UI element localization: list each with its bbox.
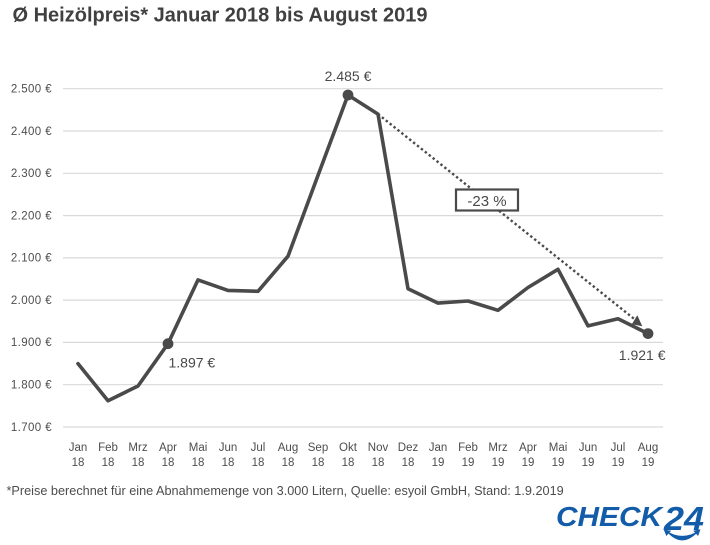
svg-text:2.300 €: 2.300 € [11, 168, 52, 180]
svg-text:19: 19 [492, 457, 505, 469]
svg-text:Apr: Apr [519, 442, 537, 454]
svg-text:Jun: Jun [579, 442, 598, 454]
svg-text:18: 18 [222, 457, 235, 469]
svg-text:2.500 €: 2.500 € [11, 84, 52, 96]
svg-text:Jun: Jun [219, 442, 238, 454]
svg-text:19: 19 [642, 457, 655, 469]
svg-text:19: 19 [522, 457, 535, 469]
svg-text:Jan: Jan [429, 442, 448, 454]
svg-text:18: 18 [72, 457, 85, 469]
svg-text:2.485 €: 2.485 € [325, 68, 372, 84]
svg-text:Jul: Jul [251, 442, 266, 454]
svg-text:18: 18 [162, 457, 175, 469]
svg-text:Okt: Okt [339, 442, 358, 454]
svg-text:1.900 €: 1.900 € [11, 337, 52, 349]
svg-text:CHECK: CHECK [556, 501, 664, 532]
svg-text:Aug: Aug [278, 442, 298, 454]
svg-text:19: 19 [582, 457, 595, 469]
svg-text:Apr: Apr [159, 442, 177, 454]
svg-text:2.100 €: 2.100 € [11, 253, 52, 265]
svg-text:Aug: Aug [638, 442, 658, 454]
svg-text:2.400 €: 2.400 € [11, 126, 52, 138]
svg-text:18: 18 [102, 457, 115, 469]
svg-text:2.000 €: 2.000 € [11, 295, 52, 307]
svg-text:18: 18 [312, 457, 325, 469]
svg-text:19: 19 [552, 457, 565, 469]
svg-text:1.700 €: 1.700 € [11, 422, 52, 434]
svg-text:19: 19 [462, 457, 475, 469]
svg-text:2.200 €: 2.200 € [11, 210, 52, 222]
svg-text:Mai: Mai [549, 442, 568, 454]
svg-text:Dez: Dez [398, 442, 419, 454]
svg-text:Jan: Jan [69, 442, 88, 454]
svg-text:18: 18 [282, 457, 295, 469]
svg-text:Mrz: Mrz [488, 442, 507, 454]
svg-text:1.897 €: 1.897 € [169, 355, 216, 371]
svg-text:Mai: Mai [189, 442, 208, 454]
svg-text:1.921 €: 1.921 € [619, 347, 666, 363]
svg-text:Nov: Nov [368, 442, 389, 454]
svg-text:18: 18 [342, 457, 355, 469]
svg-text:18: 18 [132, 457, 145, 469]
svg-text:18: 18 [192, 457, 205, 469]
svg-text:*Preise berechnet für eine Abn: *Preise berechnet für eine Abnahmemenge … [7, 484, 564, 498]
svg-text:Ø Heizölpreis* Januar 2018 bis: Ø Heizölpreis* Januar 2018 bis August 20… [13, 5, 428, 27]
svg-text:Sep: Sep [308, 442, 328, 454]
svg-text:19: 19 [612, 457, 625, 469]
svg-text:-23 %: -23 % [467, 193, 506, 210]
svg-text:19: 19 [432, 457, 445, 469]
svg-text:Jul: Jul [611, 442, 626, 454]
svg-text:Feb: Feb [98, 442, 118, 454]
svg-text:18: 18 [252, 457, 265, 469]
svg-text:Feb: Feb [458, 442, 478, 454]
svg-text:1.800 €: 1.800 € [11, 380, 52, 392]
svg-text:18: 18 [402, 457, 415, 469]
svg-text:18: 18 [372, 457, 385, 469]
svg-text:Mrz: Mrz [128, 442, 147, 454]
